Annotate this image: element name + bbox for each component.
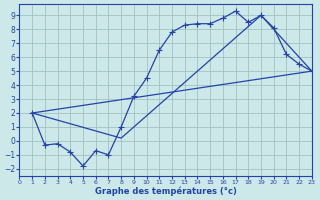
X-axis label: Graphe des températures (°c): Graphe des températures (°c) bbox=[95, 186, 236, 196]
